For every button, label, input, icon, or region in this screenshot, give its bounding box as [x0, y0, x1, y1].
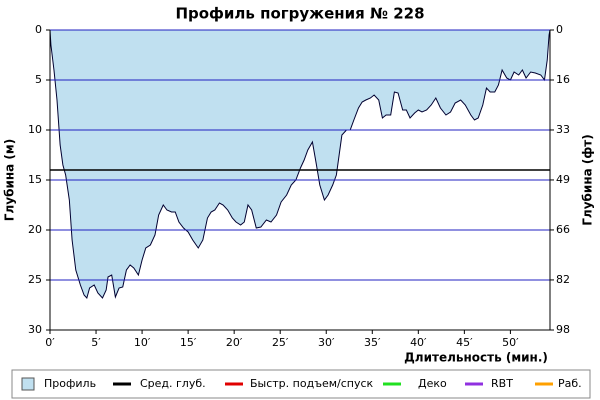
- y-axis-label: Глубина (м): [3, 139, 17, 221]
- x-tick-label: 40′: [410, 336, 427, 349]
- legend-swatch: [21, 377, 35, 391]
- y-tick-label: 0: [35, 23, 42, 36]
- y-tick-label: 5: [35, 73, 42, 86]
- y2-tick-label: 16: [556, 73, 570, 86]
- profile-area: [49, 29, 551, 300]
- legend-label: Профиль: [44, 377, 96, 390]
- x-tick-label: 30′: [318, 336, 335, 349]
- y2-tick-label: 98: [556, 323, 570, 336]
- x-tick-label: 35′: [364, 336, 381, 349]
- x-axis-label: Длительность (мин.): [404, 351, 548, 365]
- legend-label: RBT: [491, 377, 513, 390]
- legend-label: Быстр. подъем/спуск: [250, 377, 374, 390]
- y2-tick-label: 33: [556, 123, 570, 136]
- y-tick-label: 25: [28, 273, 42, 286]
- y2-axis-label: Глубина (фт): [581, 134, 595, 225]
- x-tick-label: 45′: [456, 336, 473, 349]
- y2-tick-label: 49: [556, 173, 570, 186]
- x-tick-label: 0′: [45, 336, 55, 349]
- y-tick-label: 10: [28, 123, 42, 136]
- x-tick-label: 50′: [502, 336, 519, 349]
- y-tick-label: 15: [28, 173, 42, 186]
- x-tick-label: 5′: [91, 336, 101, 349]
- legend-box: [11, 369, 591, 399]
- y2-tick-label: 82: [556, 273, 570, 286]
- y2-tick-label: 66: [556, 223, 570, 236]
- y-tick-label: 20: [28, 223, 42, 236]
- y2-tick-label: 0: [556, 23, 563, 36]
- x-tick-label: 20′: [226, 336, 243, 349]
- x-tick-label: 15′: [180, 336, 197, 349]
- x-tick-label: 25′: [272, 336, 289, 349]
- legend-label: Сред. глуб.: [140, 377, 206, 390]
- legend-label: Деко: [418, 377, 447, 390]
- y-tick-label: 30: [28, 323, 42, 336]
- x-tick-label: 10′: [134, 336, 151, 349]
- legend-label: Раб.: [558, 377, 582, 390]
- chart-title: Профиль погружения № 228: [175, 5, 424, 23]
